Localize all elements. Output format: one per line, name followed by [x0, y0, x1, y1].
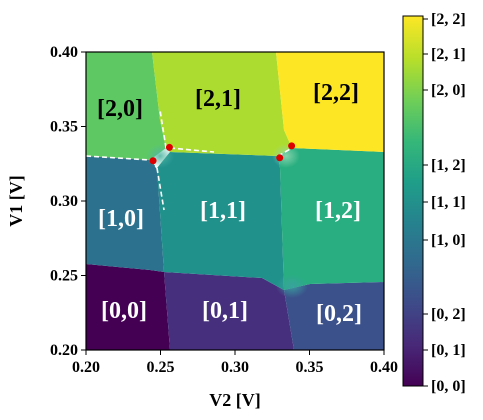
region-label: [0,0] — [101, 298, 147, 324]
y-tick-label: 0.20 — [50, 342, 78, 359]
region-layer — [86, 52, 384, 350]
region-label: [1,2] — [315, 198, 361, 224]
region-label: [2,2] — [313, 80, 359, 106]
y-axis: 0.20 0.25 0.30 0.35 0.40 — [50, 44, 86, 359]
colorbar-tick-label: [2, 1] — [431, 46, 466, 63]
y-tick-label: 0.30 — [50, 193, 78, 210]
x-tick-label: 0.20 — [72, 359, 100, 376]
colorbar-tick-label: [0, 1] — [431, 342, 466, 359]
region-0-2 — [284, 282, 384, 350]
colorbar: [2, 2] [2, 1] [2, 0] [1, 2] [1, 1] [1, 0] [0, … — [402, 11, 466, 395]
region-0-1 — [164, 272, 294, 350]
region-2-1 — [152, 52, 292, 156]
colorbar-tick-label: [2, 0] — [431, 82, 466, 99]
x-tick-label: 0.35 — [296, 359, 324, 376]
region-2-2 — [276, 52, 384, 152]
y-axis-label: V1 [V] — [6, 175, 26, 227]
colorbar-tick-label: [1, 1] — [431, 194, 466, 211]
boundary-line — [159, 109, 167, 149]
region-label: [0,1] — [202, 298, 248, 324]
region-label: [2,0] — [97, 96, 143, 122]
colorbar-tick-label: [0, 2] — [431, 306, 466, 323]
x-tick-label: 0.30 — [221, 359, 249, 376]
x-axis: 0.20 0.25 0.30 0.35 0.40 — [72, 350, 398, 376]
colorbar-tick-label: [2, 2] — [431, 11, 466, 28]
y-tick-label: 0.25 — [50, 268, 78, 285]
colorbar-ticks: [2, 2] [2, 1] [2, 0] [1, 2] [1, 1] [1, 0] [0, … — [423, 11, 466, 395]
y-tick-label: 0.40 — [50, 44, 78, 61]
colorbar-gradient — [402, 15, 424, 387]
boundary-line — [156, 167, 165, 211]
triple-point — [165, 143, 173, 151]
colorbar-tick-label: [1, 0] — [431, 232, 466, 249]
region-1-0 — [86, 156, 164, 272]
region-1-1 — [157, 152, 284, 290]
region-label: [0,2] — [316, 301, 362, 327]
region-1-2 — [278, 148, 384, 290]
triple-points — [149, 142, 296, 165]
region-labels: [0,0] [0,1] [0,2] [1,0] [1,1] [1,2] [2,0… — [97, 80, 362, 327]
x-axis-label: V2 [V] — [209, 390, 261, 410]
boundary-line — [86, 155, 151, 161]
triple-point — [149, 157, 157, 165]
triple-point — [288, 142, 296, 150]
region-label: [1,1] — [200, 198, 246, 224]
region-2-0 — [86, 52, 166, 160]
region-label: [1,0] — [98, 206, 144, 232]
y-tick-label: 0.35 — [50, 119, 78, 136]
boundary-line — [169, 147, 215, 153]
x-tick-label: 0.25 — [147, 359, 175, 376]
colorbar-tick-label: [1, 2] — [431, 157, 466, 174]
region-label: [2,1] — [195, 86, 241, 112]
x-tick-label: 0.40 — [370, 359, 398, 376]
triple-point — [276, 154, 284, 162]
colorbar-tick-label: [0, 0] — [431, 378, 466, 395]
region-0-0 — [86, 264, 170, 350]
